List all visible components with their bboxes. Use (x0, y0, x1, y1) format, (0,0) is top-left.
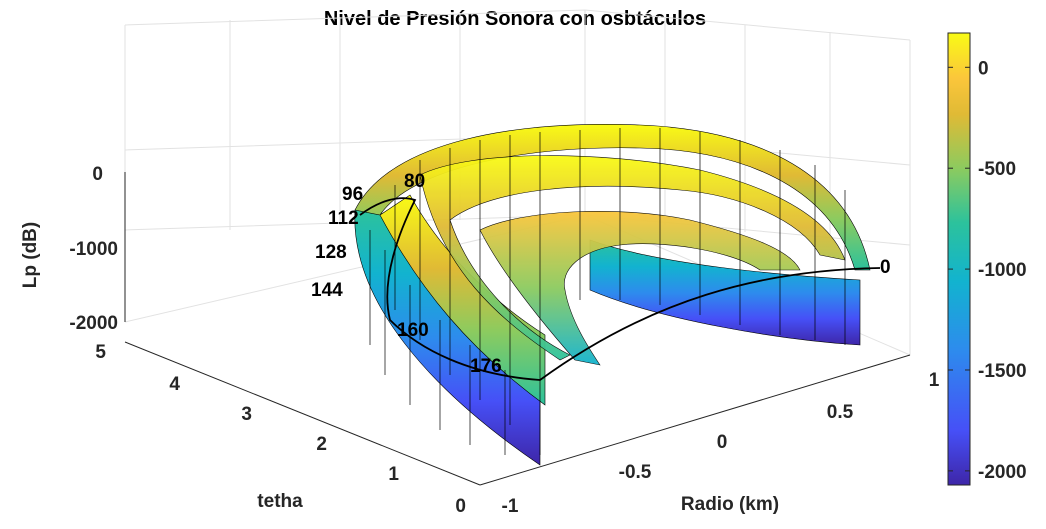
z-tick-label: 0 (92, 164, 103, 185)
x-tick-label: 1 (929, 370, 940, 391)
x-axis-label: Radio (km) (681, 494, 779, 515)
x-tick-label: 0 (717, 432, 728, 453)
contour-label: 0 (880, 257, 891, 278)
y-tick-label: 4 (169, 374, 180, 395)
contour-label: 144 (311, 280, 343, 301)
axis-lines (124, 172, 911, 486)
x-tick-label: 0.5 (827, 402, 854, 423)
x-axis: -1 -0.5 0 0.5 1 (502, 370, 940, 517)
colorbar-tick-label: -500 (978, 159, 1016, 180)
front-ribbon (379, 194, 546, 406)
colorbar-gradient (947, 32, 971, 486)
x-tick-label: -0.5 (619, 462, 652, 483)
z-tick-label: -1000 (69, 239, 118, 260)
contour-label: 112 (328, 208, 359, 229)
contour-label: 80 (404, 171, 425, 192)
colorbar-ticks: -2000 -1500 -1000 -500 0 (948, 58, 1027, 483)
y-axis: 0 1 2 3 4 5 (95, 342, 466, 517)
z-tick-label: -2000 (69, 313, 118, 334)
y-tick-label: 5 (95, 342, 106, 363)
y-tick-label: 1 (388, 464, 399, 485)
inner-wall-right (589, 239, 861, 346)
z-axis-label: Lp (dB) (20, 222, 41, 288)
y-tick-label: 2 (316, 434, 327, 455)
colorbar-tick-label: -1500 (978, 361, 1027, 382)
surface-mesh (369, 128, 846, 455)
chart-title: Nivel de Presión Sonora con osbtáculos (324, 8, 706, 30)
contour-line (359, 197, 881, 381)
y-tick-label: 3 (241, 404, 252, 425)
colorbar-tick-label: -1000 (978, 260, 1027, 281)
contour-label: 128 (315, 242, 347, 263)
x-tick-label: -1 (502, 496, 519, 517)
surface-plot (354, 123, 881, 466)
contour-labels: 0 80 96 112 128 144 160 176 (311, 171, 891, 377)
middle-ring (419, 155, 846, 361)
colorbar-tick-label: 0 (978, 58, 989, 79)
colorbar: -2000 -1500 -1000 -500 0 (947, 32, 1027, 486)
contour-label: 176 (470, 356, 502, 377)
z-axis: -2000 -1000 0 (69, 164, 118, 334)
y-axis-label: tetha (257, 491, 303, 512)
contour-label: 96 (342, 184, 363, 205)
colorbar-tick-label: -2000 (978, 462, 1027, 483)
contour-label: 160 (397, 320, 429, 341)
inner-ring (479, 210, 801, 366)
y-tick-label: 0 (455, 496, 466, 517)
